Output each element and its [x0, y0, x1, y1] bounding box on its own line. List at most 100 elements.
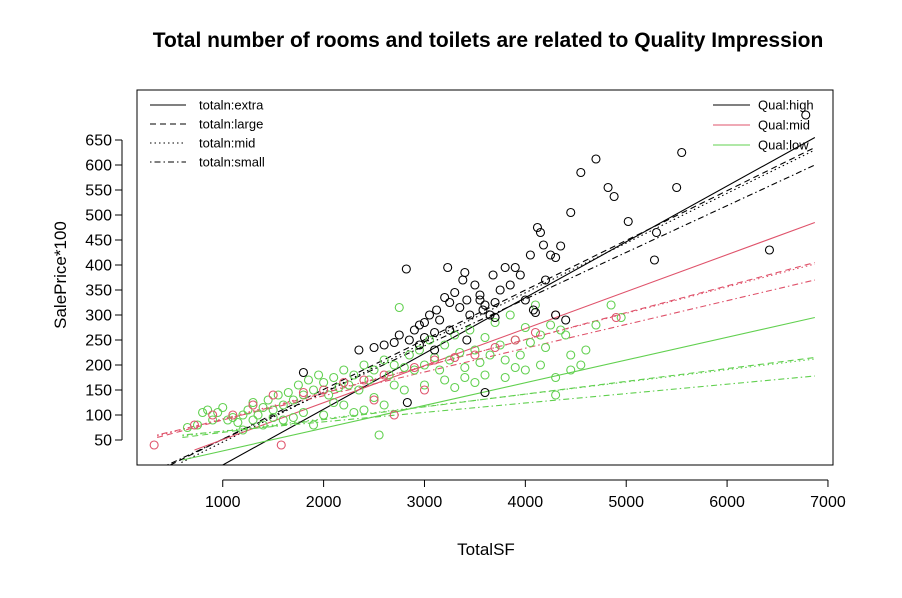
point-qual-mid	[248, 400, 258, 410]
point-qual-low	[369, 392, 379, 403]
point-qual-low	[566, 350, 576, 360]
point-qual-low	[465, 325, 475, 335]
point-qual-high	[430, 345, 440, 355]
point-qual-mid	[409, 362, 419, 373]
point-qual-high	[490, 312, 500, 323]
point-qual-low	[480, 332, 490, 343]
point-qual-high	[462, 335, 472, 345]
point-qual-low	[243, 405, 253, 415]
point-qual-low	[470, 345, 480, 355]
point-qual-low	[203, 405, 213, 415]
line-high-mid	[181, 149, 816, 463]
point-qual-high	[460, 267, 470, 278]
point-qual-high	[488, 270, 498, 280]
point-qual-high	[510, 262, 520, 273]
point-qual-low	[561, 330, 571, 340]
point-qual-low	[404, 350, 414, 360]
point-qual-high	[495, 285, 505, 295]
point-qual-high	[419, 332, 430, 343]
point-qual-mid	[419, 385, 430, 395]
point-qual-high	[445, 297, 455, 308]
y-axis: 50 100 150 200 250 300 350 400 450 500 550 600 650	[85, 133, 123, 450]
point-qual-low	[218, 402, 228, 413]
point-qual-mid	[189, 420, 200, 430]
point-qual-low	[450, 382, 460, 393]
point-qual-low	[308, 385, 319, 395]
legend-linetype-label: totaln:large	[199, 117, 263, 132]
point-qual-mid	[268, 390, 278, 400]
point-qual-low	[606, 300, 616, 310]
point-qual-high	[530, 307, 540, 318]
point-qual-low	[293, 380, 303, 390]
point-qual-high	[440, 292, 450, 303]
point-qual-mid	[319, 385, 329, 395]
point-qual-low	[576, 360, 586, 370]
point-qual-low	[298, 407, 308, 418]
x-axis: 1000 2000 3000 4000 5000 6000 7000	[205, 479, 846, 511]
line-low-small	[182, 375, 815, 436]
point-qual-high	[443, 262, 453, 273]
line-high-extra	[222, 137, 816, 465]
point-qual-high	[540, 275, 551, 285]
point-qual-low	[278, 400, 288, 410]
y-tick-label: 100	[85, 408, 112, 425]
point-qual-high	[414, 340, 424, 350]
point-qual-low	[268, 412, 278, 423]
point-qual-high	[389, 337, 399, 348]
point-qual-low	[339, 400, 349, 410]
point-qual-high	[609, 191, 619, 202]
point-qual-low	[379, 355, 389, 365]
point-qual-high	[480, 300, 490, 310]
point-qual-low	[298, 390, 308, 400]
point-qual-low	[344, 380, 354, 390]
point-qual-low	[591, 320, 601, 330]
point-qual-high	[394, 330, 404, 340]
legend-color-label: Qual:mid	[758, 118, 810, 133]
point-qual-low	[238, 410, 248, 420]
point-qual-high	[402, 397, 412, 408]
point-qual-low	[248, 415, 258, 425]
point-qual-low	[440, 340, 450, 350]
point-qual-low	[450, 330, 460, 340]
point-qual-low	[500, 355, 510, 365]
point-qual-mid	[389, 410, 399, 420]
point-qual-high	[520, 295, 530, 305]
point-qual-high	[551, 310, 561, 320]
point-qual-low	[213, 407, 223, 418]
point-qual-low	[278, 415, 288, 425]
point-qual-low	[303, 375, 314, 385]
point-qual-high	[603, 182, 613, 193]
point-qual-high	[369, 342, 379, 353]
point-qual-high	[566, 207, 576, 218]
x-tick-label: 3000	[407, 494, 443, 511]
point-qual-low	[319, 410, 329, 420]
point-qual-low	[505, 310, 515, 320]
line-low-large	[182, 356, 815, 439]
point-qual-mid	[359, 375, 369, 385]
y-tick-label: 450	[85, 233, 112, 250]
point-qual-mid	[298, 387, 308, 398]
point-qual-high	[404, 335, 414, 345]
y-tick-label: 600	[85, 158, 112, 175]
point-qual-high	[414, 320, 424, 330]
point-qual-mid	[379, 370, 389, 380]
point-qual-low	[359, 405, 369, 415]
point-qual-low	[530, 300, 540, 310]
x-axis-label: TotalSF	[457, 540, 515, 559]
point-qual-low	[273, 390, 283, 400]
point-qual-low	[455, 347, 465, 358]
y-tick-label: 200	[85, 358, 112, 375]
point-qual-low	[535, 360, 546, 370]
point-qual-low	[551, 372, 561, 383]
point-qual-high	[535, 227, 546, 238]
point-qual-low	[329, 397, 339, 408]
point-qual-low	[349, 407, 359, 418]
line-high-small	[167, 164, 816, 465]
point-qual-high	[505, 280, 515, 290]
point-qual-high	[490, 297, 500, 308]
y-tick-label: 400	[85, 258, 112, 275]
point-qual-high	[379, 340, 389, 350]
point-qual-mid	[149, 440, 159, 450]
point-qual-low	[198, 407, 208, 418]
point-qual-high	[764, 245, 775, 255]
